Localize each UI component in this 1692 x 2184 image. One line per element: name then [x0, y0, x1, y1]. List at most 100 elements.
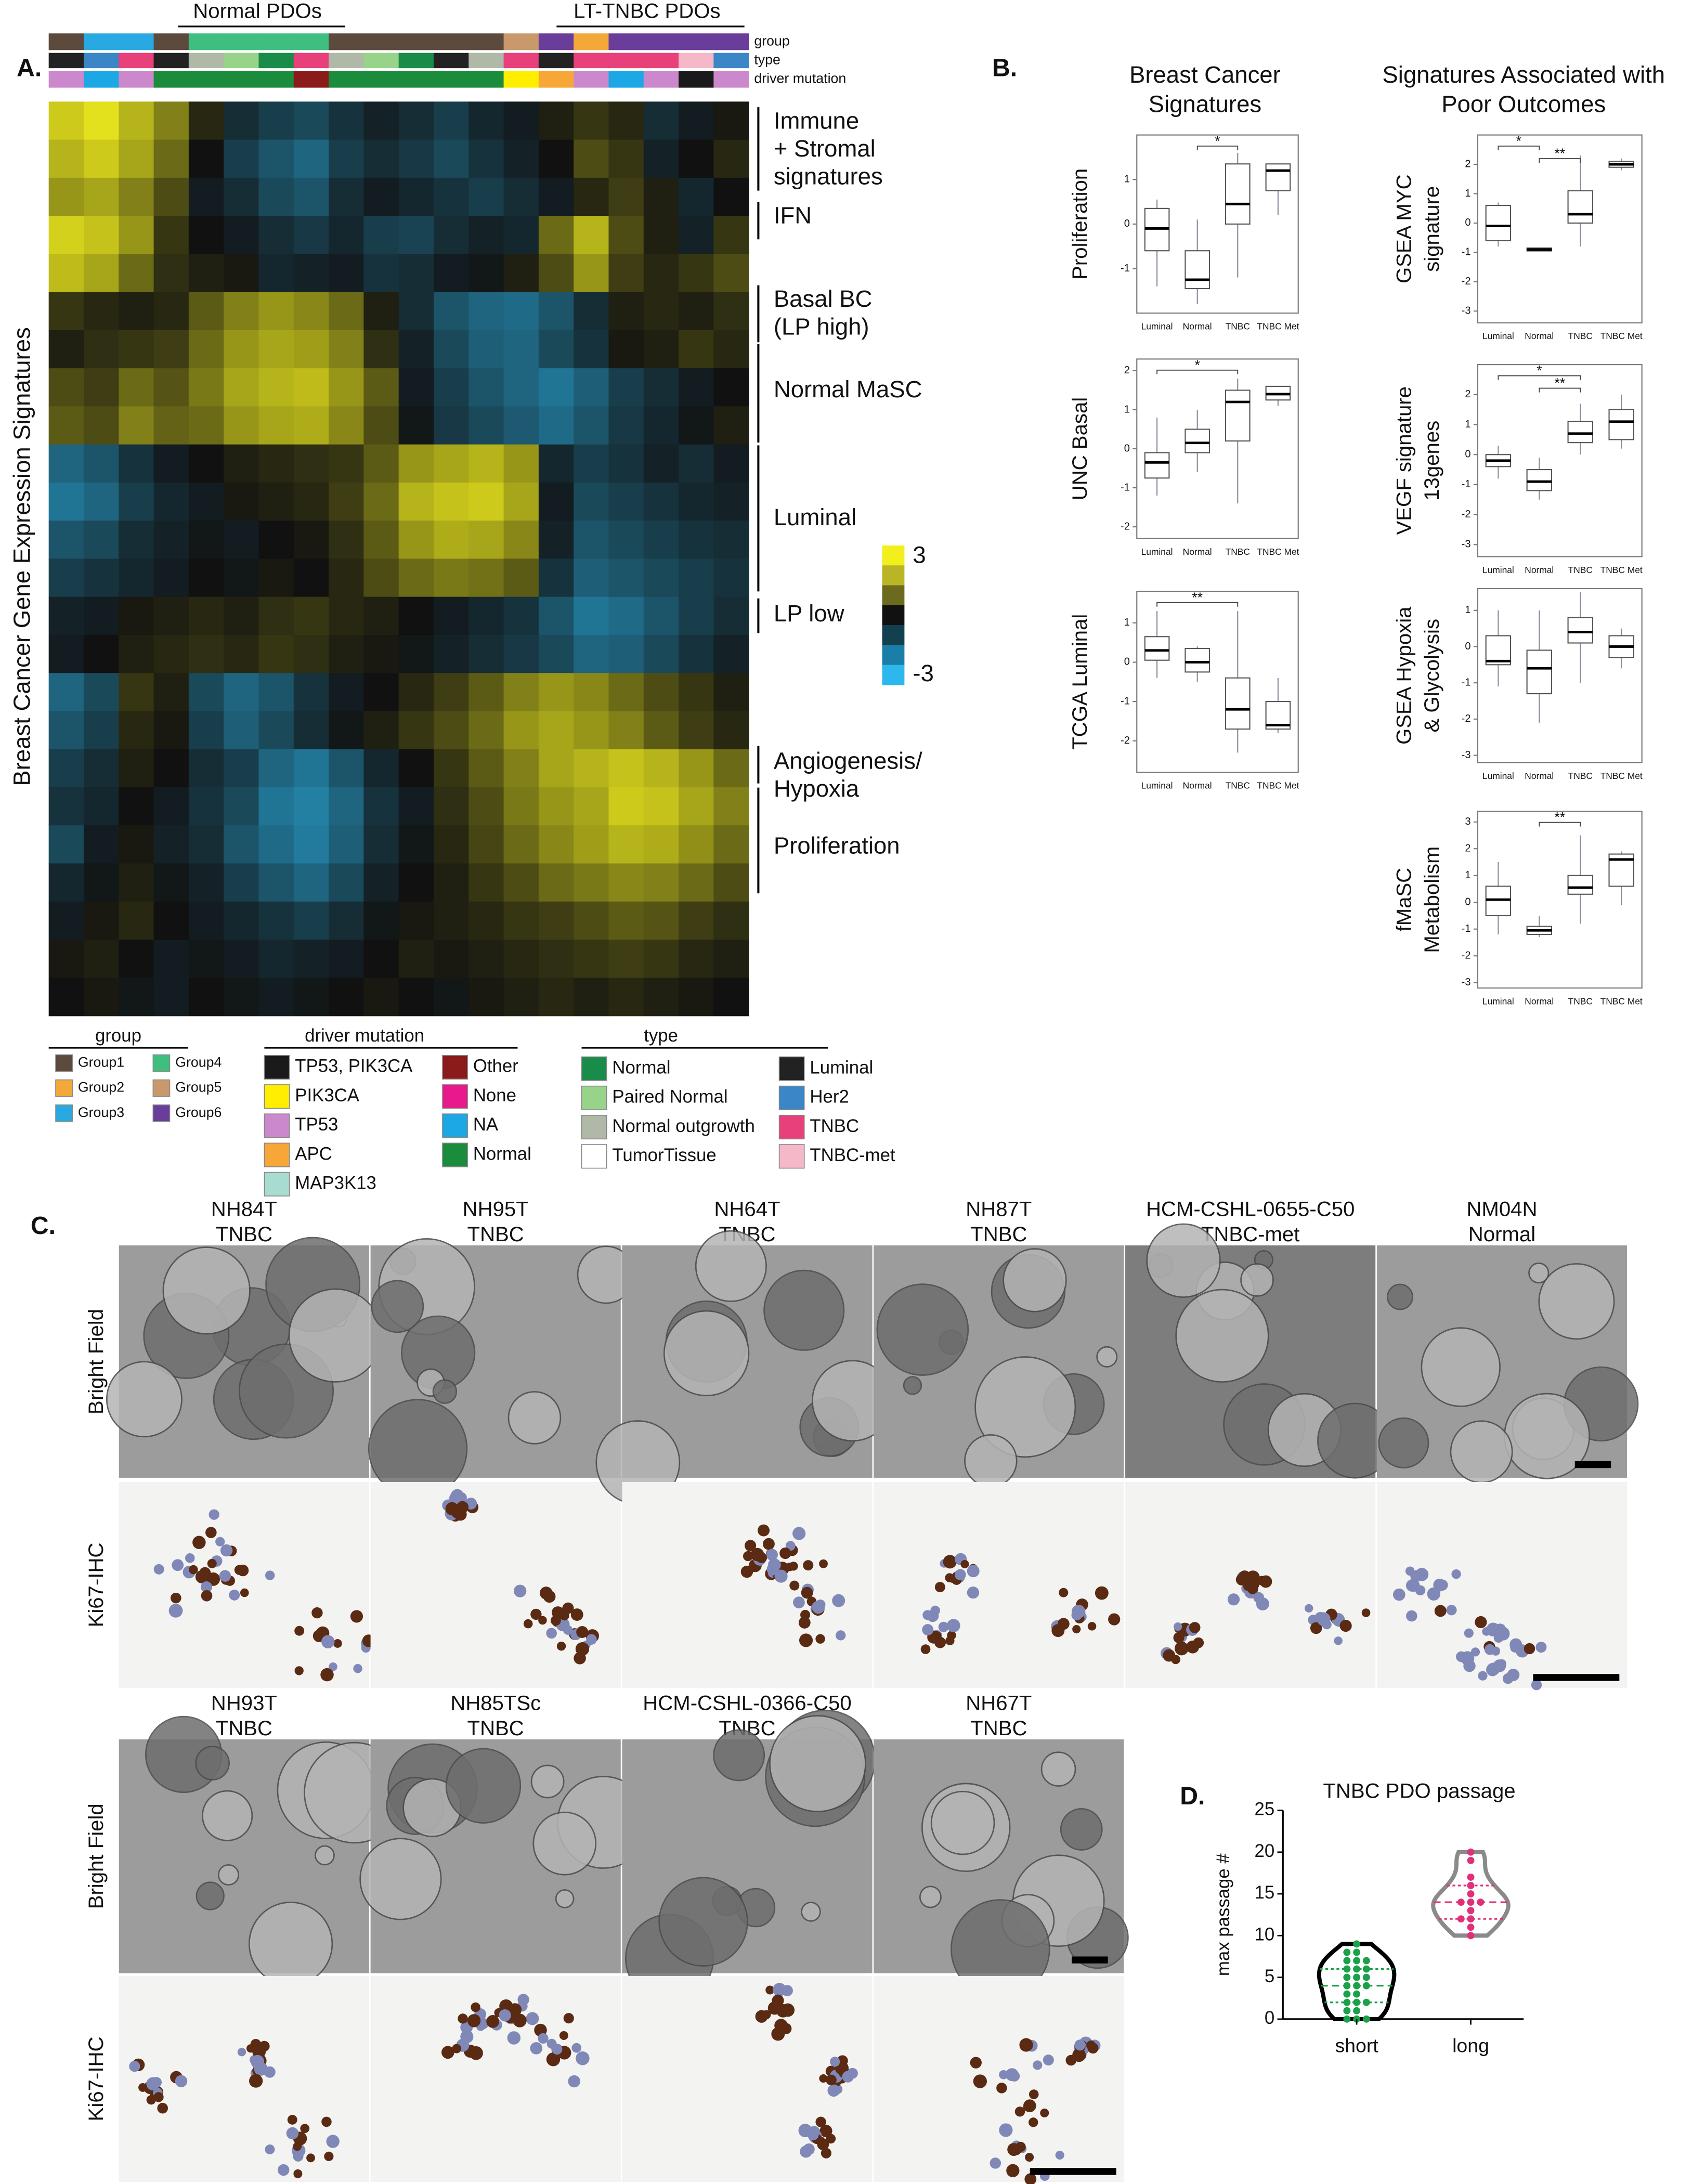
nucleus	[967, 1587, 980, 1599]
heatmap-cell	[48, 406, 84, 445]
heatmap-cell	[398, 368, 434, 407]
heatmap-cell	[538, 444, 574, 483]
heatmap-cell	[293, 292, 329, 331]
heatmap-cell	[329, 939, 365, 979]
y-tick-label: 2	[1465, 158, 1470, 170]
violin	[1431, 1850, 1511, 1938]
box	[1567, 421, 1594, 444]
heatmap-cell	[83, 825, 120, 864]
significance-bracket	[1539, 387, 1581, 393]
annotation-cell	[153, 53, 189, 69]
heatmap-cell	[48, 825, 84, 864]
nucleus	[568, 2075, 580, 2088]
heatmap-cell	[713, 101, 749, 140]
box	[1144, 636, 1170, 661]
organoid	[162, 1246, 251, 1335]
heatmap-cell	[83, 673, 120, 712]
nucleus	[766, 1549, 778, 1561]
colorbar-tick-label: 3	[913, 541, 926, 568]
panel-title: Signatures Associated with	[1382, 61, 1665, 88]
heatmap-cell	[574, 139, 609, 178]
nucleus	[762, 2010, 771, 2020]
y-tick-label: 1	[1465, 419, 1470, 430]
heatmap-cell	[48, 330, 84, 369]
heatmap-cell	[538, 634, 574, 673]
heatmap-cell	[468, 634, 504, 673]
heatmap-cell	[433, 406, 470, 445]
heatmap-cell	[258, 216, 294, 255]
organoid	[713, 1729, 765, 1782]
legend-label: PIK3CA	[295, 1086, 359, 1106]
heatmap-cell	[188, 216, 224, 255]
heatmap-cell	[398, 711, 434, 750]
heatmap-cell	[83, 254, 120, 293]
data-point	[1362, 1957, 1370, 1965]
nucleus	[830, 2057, 840, 2067]
nucleus	[507, 2031, 521, 2045]
heatmap-cell	[188, 749, 224, 788]
nucleus	[321, 1635, 335, 1648]
heatmap-cell	[643, 368, 679, 407]
nucleus	[745, 1540, 757, 1552]
heatmap-cell	[503, 939, 539, 979]
heatmap-cell	[643, 292, 679, 331]
row-group-label: Basal BC	[774, 285, 873, 312]
nucleus	[153, 2092, 164, 2102]
heatmap-cell	[503, 521, 539, 560]
heatmap-cell	[363, 177, 399, 216]
heatmap-cell	[538, 978, 574, 1017]
heatmap-cell	[468, 825, 504, 864]
heatmap-cell	[643, 825, 679, 864]
heatmap-cell	[224, 749, 259, 788]
y-tick-label: -1	[1121, 695, 1130, 707]
heatmap-cell	[713, 406, 749, 445]
nucleus	[1043, 2055, 1054, 2066]
nucleus	[1235, 1574, 1248, 1585]
data-point	[1467, 1915, 1475, 1923]
nucleus	[250, 2038, 262, 2050]
heatmap-cell	[224, 787, 259, 826]
significance-label: **	[1554, 375, 1565, 391]
heatmap-cell	[119, 177, 154, 216]
x-tick-label: Luminal	[1141, 321, 1173, 331]
heatmap-cell	[608, 596, 644, 635]
legend-swatch	[442, 1055, 468, 1080]
heatmap-cell	[258, 634, 294, 673]
heatmap-cell	[363, 292, 399, 331]
nucleus	[559, 2031, 568, 2040]
annotation-cell	[433, 53, 470, 69]
heatmap-cell	[433, 444, 470, 483]
heatmap-cell	[679, 634, 714, 673]
y-axis-label: VEGF signature	[1392, 386, 1415, 535]
annotation-cell	[83, 33, 120, 50]
x-tick-label: Luminal	[1482, 996, 1514, 1006]
y-axis-label: fMaSC	[1392, 868, 1415, 932]
heatmap-cell	[188, 368, 224, 407]
organoid	[876, 1283, 969, 1376]
heatmap-cell	[224, 978, 259, 1017]
nucleus	[792, 1527, 806, 1540]
organoid	[769, 1715, 866, 1813]
heatmap-cell	[153, 634, 189, 673]
x-tick-label: TNBC	[1568, 996, 1593, 1006]
plot-frame	[1477, 588, 1643, 763]
annotation-cell	[713, 53, 749, 69]
heatmap-cell	[608, 825, 644, 864]
heatmap-cell	[574, 749, 609, 788]
colorbar-step	[882, 545, 905, 566]
heatmap-cell	[83, 521, 120, 560]
heatmap-cell	[119, 368, 154, 407]
heatmap-cell	[538, 673, 574, 712]
nucleus	[1174, 1622, 1182, 1631]
significance-label: **	[1192, 590, 1203, 605]
organoid	[1096, 1346, 1118, 1368]
heatmap-cell	[48, 254, 84, 293]
legend-label: Her2	[810, 1087, 849, 1107]
heatmap-cell	[188, 787, 224, 826]
sample-subtype: TNBC	[970, 1223, 1027, 1246]
row-group-label: Angiogenesis/	[774, 747, 922, 774]
annotation-cell	[679, 33, 714, 50]
y-axis-label: GSEA MYC	[1392, 174, 1415, 283]
heatmap-cell	[574, 634, 609, 673]
heatmap-cell	[48, 634, 84, 673]
